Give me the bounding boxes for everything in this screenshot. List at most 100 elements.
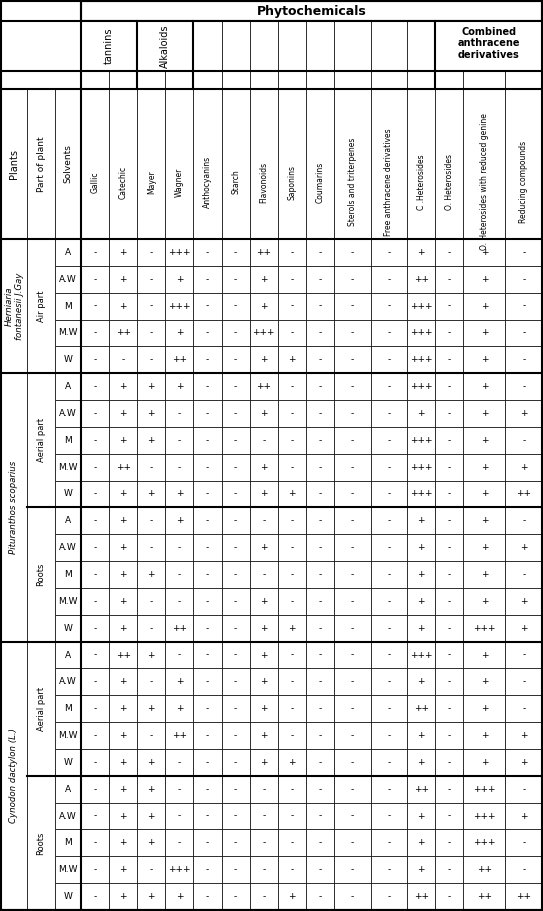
Text: +: + [175, 382, 183, 391]
Text: -: - [150, 731, 153, 740]
Text: -: - [522, 865, 526, 875]
Bar [250, 292, 278, 320]
Bar [278, 588, 306, 615]
Bar [137, 89, 165, 239]
Bar [193, 454, 222, 481]
Bar [334, 722, 370, 749]
Bar [306, 481, 334, 507]
Text: +++: +++ [252, 329, 275, 337]
Bar [435, 615, 463, 641]
Bar [306, 534, 334, 561]
Bar [193, 534, 222, 561]
Bar [27, 776, 55, 910]
Text: -: - [318, 543, 321, 552]
Text: -: - [522, 275, 526, 283]
Text: -: - [93, 543, 97, 552]
Bar [109, 427, 137, 454]
Text: +++: +++ [410, 435, 432, 445]
Text: -: - [290, 597, 293, 606]
Bar [278, 722, 306, 749]
Bar [407, 481, 435, 507]
Bar [109, 695, 137, 722]
Text: -: - [351, 650, 354, 660]
Bar [137, 374, 165, 400]
Bar [193, 776, 222, 803]
Text: -: - [318, 838, 321, 847]
Bar [407, 427, 435, 454]
Bar [370, 346, 407, 374]
Bar [334, 669, 370, 695]
Text: +++: +++ [473, 812, 496, 821]
Bar [222, 749, 250, 776]
Text: -: - [447, 812, 451, 821]
Bar [463, 427, 506, 454]
Bar [222, 776, 250, 803]
Text: -: - [447, 731, 451, 740]
Bar [250, 883, 278, 910]
Bar [109, 749, 137, 776]
Bar [81, 803, 109, 830]
Text: M.W: M.W [58, 329, 78, 337]
Bar [193, 803, 222, 830]
Text: ++: ++ [414, 892, 428, 901]
Text: +: + [148, 650, 155, 660]
Bar [370, 615, 407, 641]
Text: -: - [290, 650, 293, 660]
Text: -: - [318, 275, 321, 283]
Text: +: + [260, 302, 268, 311]
Bar [334, 239, 370, 266]
Text: -: - [387, 275, 390, 283]
Bar [506, 695, 542, 722]
Bar [193, 481, 222, 507]
Bar [334, 749, 370, 776]
Bar [109, 561, 137, 588]
Text: W: W [64, 489, 72, 498]
Bar [278, 749, 306, 776]
Bar [334, 534, 370, 561]
Text: +: + [260, 409, 268, 418]
Text: -: - [318, 865, 321, 875]
Bar [222, 507, 250, 534]
Text: -: - [262, 784, 266, 793]
Bar [55, 374, 81, 400]
Text: -: - [206, 704, 209, 713]
Text: +: + [288, 489, 295, 498]
Text: -: - [522, 784, 526, 793]
Bar [435, 830, 463, 856]
Bar [137, 561, 165, 588]
Text: -: - [351, 248, 354, 257]
Text: Anthocyanins: Anthocyanins [203, 156, 212, 208]
Text: -: - [447, 570, 451, 579]
Text: -: - [351, 382, 354, 391]
Bar [334, 776, 370, 803]
Text: +: + [148, 435, 155, 445]
Bar [278, 481, 306, 507]
Bar [55, 669, 81, 695]
Text: -: - [93, 275, 97, 283]
Bar [109, 374, 137, 400]
Bar [250, 346, 278, 374]
Bar [165, 749, 193, 776]
Text: -: - [178, 758, 181, 767]
Text: O. Heterosides with reduced genine: O. Heterosides with reduced genine [480, 114, 489, 251]
Bar [407, 239, 435, 266]
Bar [193, 561, 222, 588]
Text: -: - [318, 382, 321, 391]
Text: +++: +++ [410, 302, 432, 311]
Text: -: - [318, 463, 321, 472]
Bar [81, 749, 109, 776]
Text: +: + [481, 570, 488, 579]
Bar [222, 481, 250, 507]
Bar [222, 71, 250, 89]
Bar [165, 89, 193, 239]
Text: -: - [178, 838, 181, 847]
Text: -: - [290, 302, 293, 311]
Text: +++: +++ [168, 865, 191, 875]
Bar [165, 776, 193, 803]
Text: +: + [119, 409, 127, 418]
Bar [27, 239, 55, 374]
Text: +: + [418, 758, 425, 767]
Bar [222, 830, 250, 856]
Bar [137, 71, 165, 89]
Bar [435, 400, 463, 427]
